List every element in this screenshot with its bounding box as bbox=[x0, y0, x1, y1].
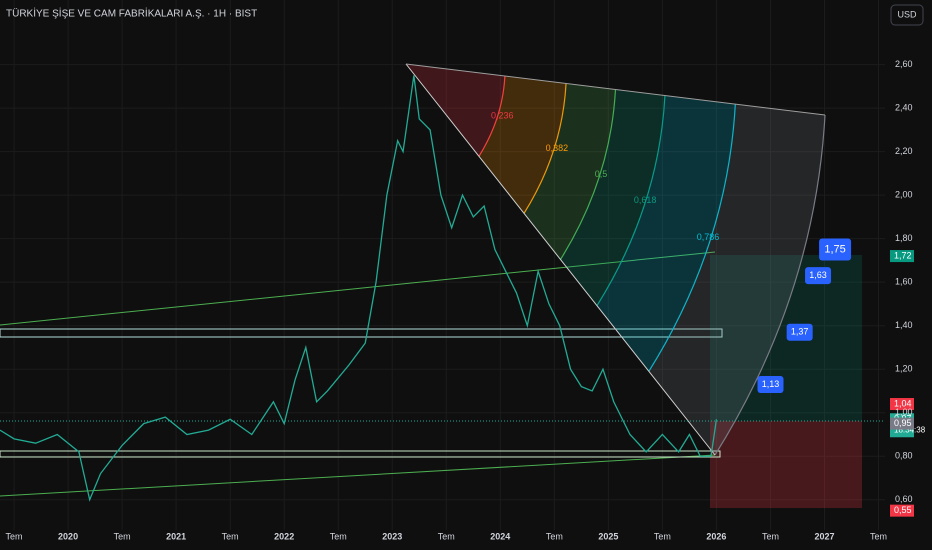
price-tag bbox=[890, 504, 914, 517]
fib-arc bbox=[648, 104, 736, 372]
fib-arc bbox=[714, 114, 826, 456]
fib-arc bbox=[559, 89, 617, 260]
profit-zone bbox=[710, 255, 862, 421]
loss-zone bbox=[710, 421, 862, 508]
target-text: 1,13 bbox=[762, 379, 780, 389]
x-tick-label: 2027 bbox=[814, 531, 834, 541]
currency[interactable]: USD bbox=[897, 9, 917, 19]
price-tag-label: 1,72 bbox=[894, 250, 912, 260]
x-tick-label: Tem bbox=[870, 531, 887, 541]
price-tag bbox=[890, 398, 914, 411]
fib-label: 0,382 bbox=[546, 143, 569, 153]
fan-line bbox=[405, 63, 716, 456]
x-tick-label: 2024 bbox=[490, 531, 510, 541]
price-line bbox=[0, 75, 718, 502]
price-tag bbox=[890, 417, 914, 430]
fib-zone bbox=[560, 89, 665, 306]
fan-line bbox=[405, 63, 826, 116]
target-text: 1,63 bbox=[809, 270, 827, 280]
x-tick-label: Tem bbox=[762, 531, 779, 541]
y-tick-label: 2,40 bbox=[895, 102, 913, 112]
x-tick-label: 2021 bbox=[166, 531, 186, 541]
x-tick-label: Tem bbox=[654, 531, 671, 541]
x-tick-label: Tem bbox=[546, 531, 563, 541]
y-tick-label: 1,00 bbox=[895, 407, 913, 417]
zone bbox=[0, 450, 721, 458]
x-tick-label: 2020 bbox=[58, 531, 78, 541]
y-tick-label: 1,80 bbox=[895, 233, 913, 243]
y-tick-label: 1,60 bbox=[895, 277, 913, 287]
trend-line bbox=[0, 454, 716, 497]
x-tick-label: Tem bbox=[114, 531, 131, 541]
fib-label: 0,618 bbox=[634, 195, 657, 205]
x-tick-label: Tem bbox=[6, 531, 23, 541]
countdown: 18:34:38 bbox=[894, 425, 926, 434]
x-tick-label: 2025 bbox=[598, 531, 618, 541]
fib-label: 0,236 bbox=[491, 111, 514, 121]
fib-arc bbox=[596, 95, 666, 306]
y-tick-label: 0,80 bbox=[895, 451, 913, 461]
fib-label: 0,786 bbox=[697, 232, 720, 242]
x-tick-label: 2026 bbox=[706, 531, 726, 541]
y-tick-label: 2,60 bbox=[895, 59, 913, 69]
price-tag bbox=[890, 250, 914, 263]
fib-zone bbox=[478, 76, 567, 214]
target-label bbox=[819, 238, 852, 261]
target-label bbox=[805, 267, 832, 285]
zone bbox=[0, 328, 723, 338]
price-tag-label: 0,55 bbox=[894, 505, 912, 515]
y-tick-label: 2,20 bbox=[895, 146, 913, 156]
target-text: 1,75 bbox=[824, 243, 845, 255]
trend-line bbox=[0, 251, 716, 326]
chart-title: TÜRKİYE ŞİŞE VE CAM FABRİKALARI A.Ş. · 1… bbox=[6, 7, 257, 20]
y-tick-label: 0,60 bbox=[895, 494, 913, 504]
x-tick-label: Tem bbox=[330, 531, 347, 541]
price-tag-label: 0,95 bbox=[894, 418, 912, 428]
fib-arc bbox=[478, 76, 506, 157]
x-tick-label: 2022 bbox=[274, 531, 294, 541]
fib-zone bbox=[406, 64, 505, 157]
x-tick-label: Tem bbox=[438, 531, 455, 541]
currency-button[interactable] bbox=[890, 4, 924, 26]
price-tag-label: 1,04 bbox=[894, 398, 912, 408]
target-text: 1,37 bbox=[791, 327, 809, 337]
y-tick-label: 1,20 bbox=[895, 364, 913, 374]
x-tick-label: 2023 bbox=[382, 531, 402, 541]
fib-label: 0,5 bbox=[595, 169, 608, 179]
target-label bbox=[786, 323, 813, 341]
target-label bbox=[757, 375, 784, 393]
fib-zone bbox=[596, 95, 736, 372]
fib-arc bbox=[523, 83, 567, 214]
x-tick-label: Tem bbox=[222, 531, 239, 541]
fib-zone bbox=[648, 104, 825, 455]
y-tick-label: 1,40 bbox=[895, 320, 913, 330]
y-tick-label: 2,00 bbox=[895, 190, 913, 200]
fib-zone bbox=[524, 83, 616, 260]
